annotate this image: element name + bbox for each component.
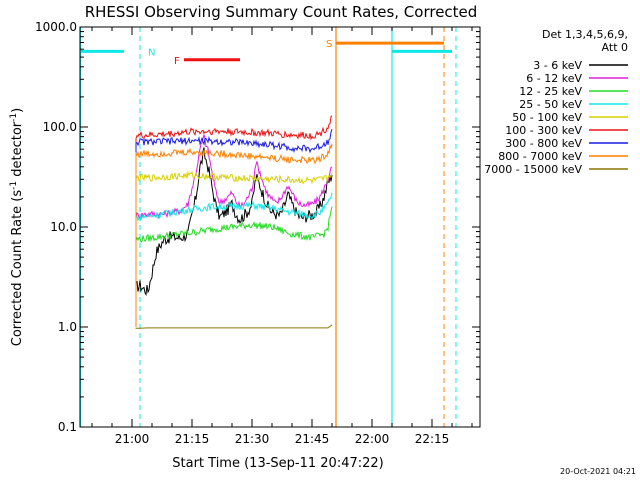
y-tick-label: 1000.0 [35,20,77,34]
series-line [135,192,333,327]
legend-header-att: Att 0 [602,41,628,54]
series-line [135,143,333,327]
x-axis-ticks: 21:00 21:15 21:30 21:45 22:00 22:15 [91,27,473,446]
chart-title: RHESSI Observing Summary Count Rates, Co… [85,3,478,21]
y-label-sup2: -1 [9,113,19,122]
y-tick-label: 100.0 [43,120,77,134]
series-line [135,115,333,327]
legend-entry-label: 7000 - 15000 keV [484,163,582,176]
y-tick-label: 10.0 [50,220,77,234]
x-tick-label: 21:45 [295,432,330,446]
y-tick-label: 1.0 [58,320,77,334]
timestamp: 20-Oct-2021 04:21 [560,467,636,476]
legend-entry-label: 3 - 6 keV [533,59,582,72]
legend-header: Det 1,3,4,5,6,9, [542,28,628,41]
series-line [135,129,333,327]
series-line [135,170,333,327]
series-line [135,134,333,327]
x-tick-label: 21:00 [115,432,150,446]
flag-label-S: S [326,39,332,50]
x-tick-label: 21:15 [175,432,210,446]
legend-entry-label: 50 - 100 keV [512,111,582,124]
series-line [135,324,333,329]
legend-entry-label: 300 - 800 keV [505,137,582,150]
y-label-main: Corrected Count Rate (s [10,190,25,347]
x-tick-label: 22:15 [415,432,450,446]
y-axis-ticks: 0.1 1.0 10.0 100.0 1000.0 [35,20,480,434]
y-label-end: ) [10,108,25,113]
legend-entry-label: 25 - 50 keV [519,98,582,111]
plot-content: N S F [79,27,457,427]
legend-entry-label: 100 - 300 keV [505,124,582,137]
y-label-sup1: -1 [9,181,19,190]
y-tick-label: 0.1 [58,420,77,434]
series-line [135,147,333,327]
legend-entry-label: 12 - 25 keV [519,85,582,98]
x-axis-label: Start Time (13-Sep-11 20:47:22) [172,456,383,471]
flag-label-N: N [148,47,155,58]
legend-entry-label: 800 - 7000 keV [498,150,582,163]
series-line [135,206,333,327]
x-tick-label: 22:00 [355,432,390,446]
legend-entry-label: 6 - 12 keV [526,72,582,85]
x-tick-label: 21:30 [235,432,270,446]
y-label-mid: detector [10,121,25,181]
y-axis-label: Corrected Count Rate (s-1 detector-1) [9,108,25,346]
flag-label-F: F [174,56,180,67]
